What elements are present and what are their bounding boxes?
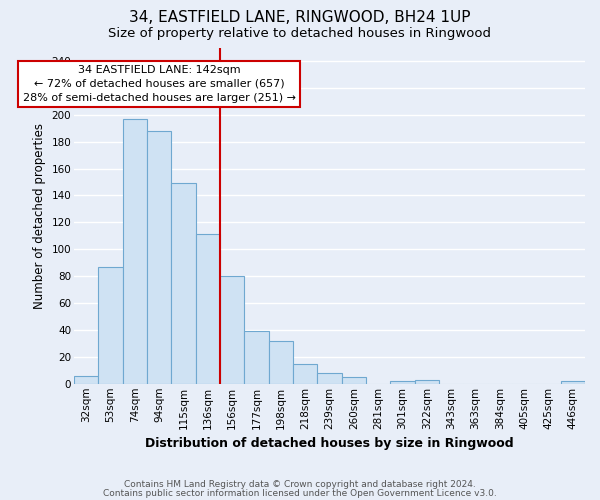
Bar: [74, 376, 98, 384]
Bar: [147, 131, 172, 384]
Bar: [98, 266, 122, 384]
Bar: [269, 340, 293, 384]
Bar: [415, 380, 439, 384]
Bar: [317, 373, 341, 384]
Text: Contains public sector information licensed under the Open Government Licence v3: Contains public sector information licen…: [103, 489, 497, 498]
Bar: [244, 332, 269, 384]
Bar: [172, 184, 196, 384]
Y-axis label: Number of detached properties: Number of detached properties: [33, 122, 46, 308]
Bar: [122, 119, 147, 384]
Text: Size of property relative to detached houses in Ringwood: Size of property relative to detached ho…: [109, 28, 491, 40]
X-axis label: Distribution of detached houses by size in Ringwood: Distribution of detached houses by size …: [145, 437, 514, 450]
Text: Contains HM Land Registry data © Crown copyright and database right 2024.: Contains HM Land Registry data © Crown c…: [124, 480, 476, 489]
Text: 34, EASTFIELD LANE, RINGWOOD, BH24 1UP: 34, EASTFIELD LANE, RINGWOOD, BH24 1UP: [129, 10, 471, 25]
Bar: [196, 234, 220, 384]
Bar: [391, 381, 415, 384]
Bar: [341, 377, 366, 384]
Text: 34 EASTFIELD LANE: 142sqm
← 72% of detached houses are smaller (657)
28% of semi: 34 EASTFIELD LANE: 142sqm ← 72% of detac…: [23, 65, 296, 103]
Bar: [220, 276, 244, 384]
Bar: [560, 381, 585, 384]
Bar: [293, 364, 317, 384]
